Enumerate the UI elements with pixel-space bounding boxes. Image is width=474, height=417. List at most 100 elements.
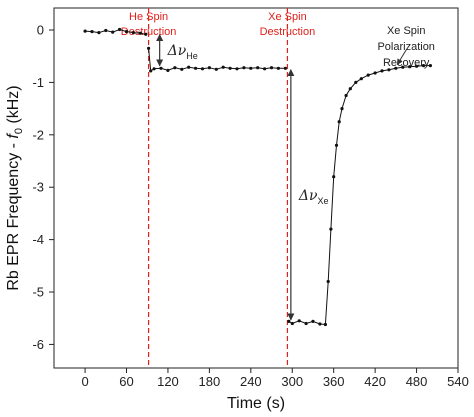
axis-ticks: 0 60 120 180 240 300 360 420 480 540 0 -1 -2 -3 -4 -5 -6	[32, 23, 468, 389]
data-point	[287, 319, 291, 323]
y-tick-label: -1	[32, 75, 44, 90]
series-line	[85, 28, 146, 35]
xe-delta-symbol: Δν	[298, 188, 318, 204]
data-point	[159, 66, 163, 70]
data-point	[83, 29, 87, 33]
data-point	[228, 66, 232, 70]
data-point	[318, 322, 322, 326]
data-point	[340, 107, 344, 111]
plot-area	[53, 7, 459, 369]
y-tick-label: -6	[32, 337, 44, 352]
x-tick-label: 60	[119, 374, 133, 389]
data-series	[83, 27, 432, 327]
data-point	[421, 64, 426, 68]
data-point	[332, 175, 336, 179]
data-point	[173, 66, 177, 70]
y-tick-label: -4	[32, 232, 44, 247]
data-point	[166, 68, 170, 72]
data-point	[235, 67, 239, 71]
data-point	[104, 28, 108, 33]
xe-delta-subscript: Xe	[318, 196, 329, 206]
y-axis-title-f: f	[5, 133, 22, 139]
y-axis-title-unit: (kHz)	[5, 85, 22, 128]
he-delta-symbol: Δν	[167, 43, 187, 59]
x-tick-label: 540	[447, 374, 469, 389]
data-point	[323, 322, 327, 327]
x-tick-label: 120	[157, 374, 179, 389]
data-point	[283, 66, 287, 70]
data-point	[304, 321, 308, 326]
data-point	[249, 66, 253, 70]
plot-frame	[53, 7, 459, 369]
data-point	[428, 64, 432, 68]
data-point	[152, 67, 156, 71]
vline-label-line2: Destruction	[260, 26, 316, 38]
y-tick-label: -5	[32, 285, 44, 300]
data-point	[131, 30, 135, 35]
x-tick-label: 480	[406, 374, 428, 389]
data-point	[138, 31, 142, 35]
data-point	[242, 66, 246, 70]
y-axis-title: Rb EPR Frequency - f0 (kHz)	[5, 85, 25, 290]
data-point	[326, 279, 330, 284]
y-axis-title-main: Rb EPR Frequency -	[5, 139, 22, 291]
data-point	[290, 321, 294, 326]
data-point	[90, 30, 94, 34]
data-point	[221, 65, 225, 69]
data-point	[214, 67, 218, 71]
xe-delta-label: ΔνXe	[298, 188, 329, 206]
x-tick-label: 360	[323, 374, 345, 389]
data-point	[200, 67, 205, 71]
data-point	[344, 93, 348, 98]
vline-label-line1: He Spin	[129, 11, 168, 23]
data-point	[348, 87, 352, 91]
data-point	[263, 67, 267, 71]
data-point	[187, 65, 191, 69]
data-point	[380, 69, 384, 73]
data-point	[276, 66, 280, 70]
data-point	[180, 67, 184, 71]
data-point	[394, 66, 398, 70]
x-axis-title: Time (s)	[227, 395, 285, 412]
x-tick-label: 240	[240, 374, 262, 389]
data-point	[297, 319, 301, 323]
data-point	[97, 30, 101, 35]
data-point	[207, 66, 211, 70]
data-point	[366, 73, 370, 77]
y-tick-label: 0	[37, 23, 44, 38]
recovery-label-line3: Recovery	[383, 57, 430, 69]
data-point	[373, 71, 377, 75]
data-point	[387, 68, 391, 72]
x-tick-label: 420	[364, 374, 386, 389]
data-point	[359, 77, 363, 81]
vline-label-line1: Xe Spin	[268, 11, 307, 23]
x-tick-label: 300	[281, 374, 303, 389]
he-delta-subscript: He	[186, 51, 198, 61]
data-point	[194, 66, 198, 70]
y-tick-label: -3	[32, 180, 44, 195]
recovery-arrow	[396, 49, 407, 66]
data-point	[337, 120, 341, 124]
data-point	[118, 27, 122, 32]
x-tick-label: 0	[81, 374, 88, 389]
data-point	[149, 69, 153, 73]
data-point	[401, 65, 405, 69]
data-point	[269, 66, 274, 70]
data-point	[144, 32, 148, 36]
data-point	[256, 66, 260, 70]
y-tick-label: -2	[32, 127, 44, 142]
data-point	[415, 64, 419, 68]
data-point	[124, 30, 129, 34]
x-tick-label: 180	[199, 374, 221, 389]
data-point	[329, 227, 333, 231]
data-point	[408, 65, 412, 69]
y-axis-title-subscript: 0	[13, 128, 25, 134]
recovery-label-line2: Polarization	[377, 41, 434, 53]
data-point	[334, 143, 339, 147]
data-point	[311, 319, 315, 323]
series-line	[148, 48, 286, 72]
he-delta-label: ΔνHe	[167, 43, 198, 61]
data-point	[354, 80, 358, 84]
